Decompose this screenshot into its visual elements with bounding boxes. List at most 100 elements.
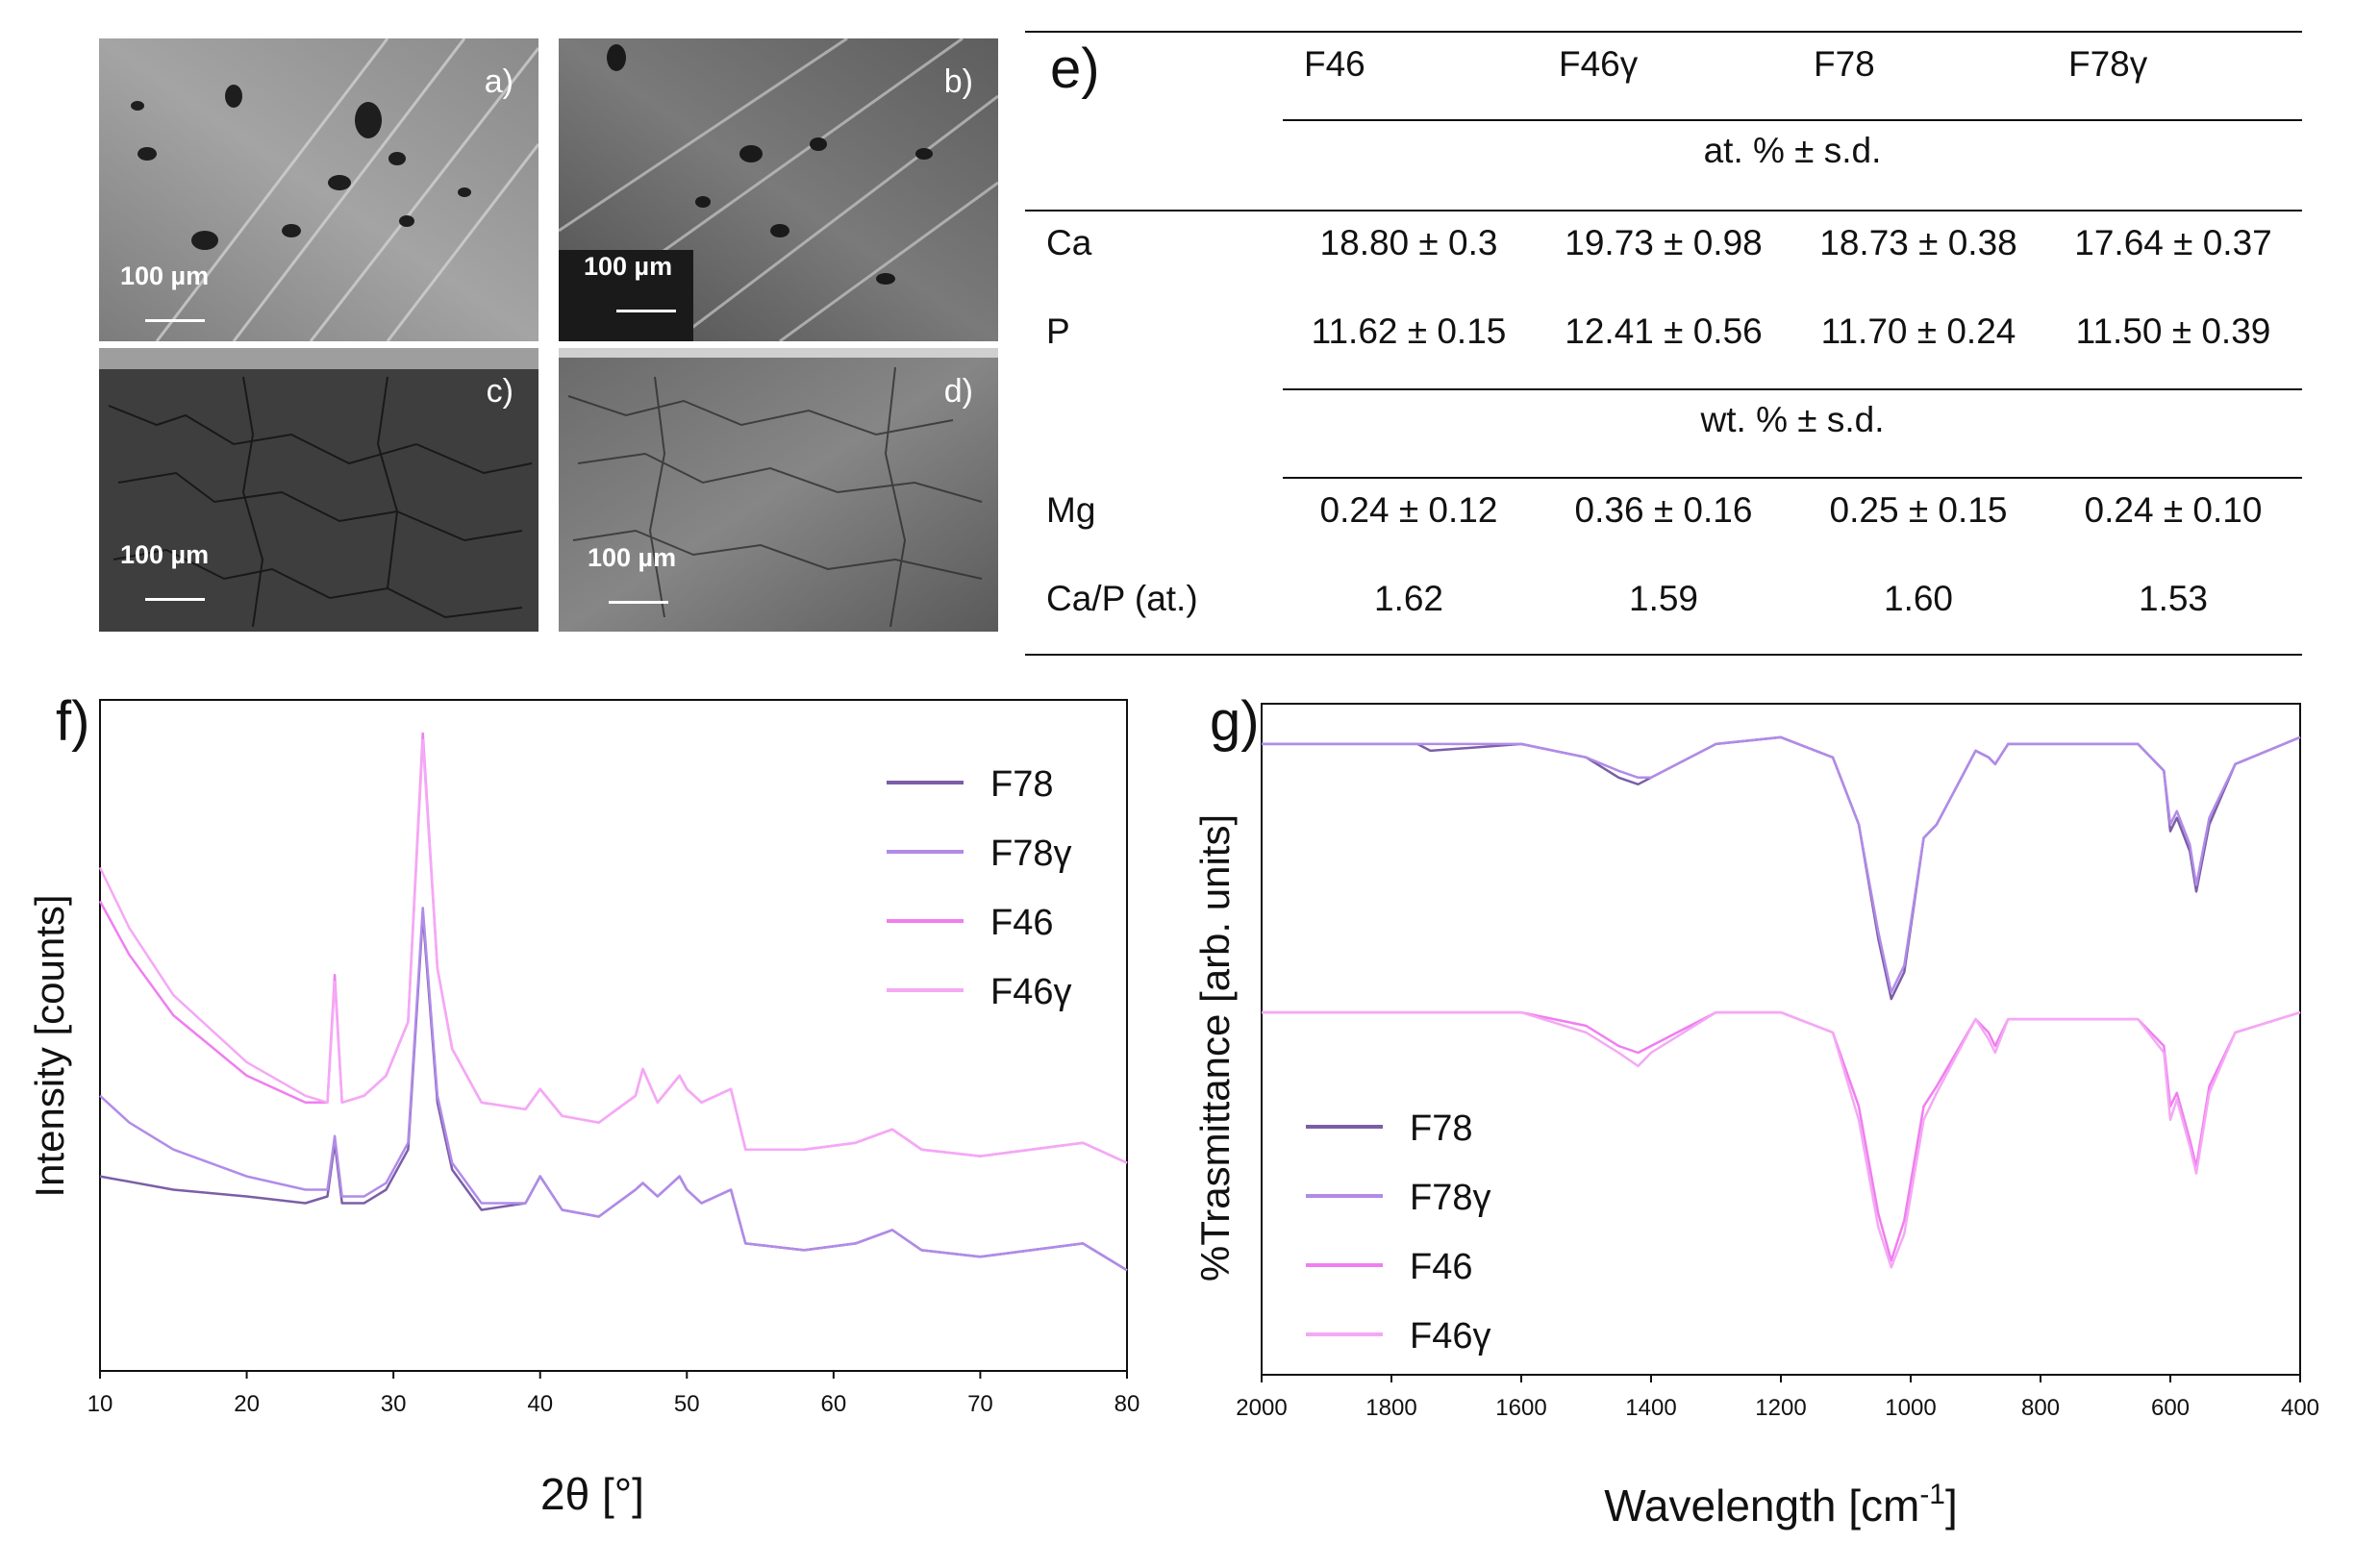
panel-label-e: e) bbox=[1050, 37, 1100, 100]
sem-label-b: b) bbox=[943, 63, 973, 100]
sem-texture-d bbox=[559, 348, 998, 632]
table-cell: 12.41 ± 0.56 bbox=[1565, 311, 1763, 351]
ftir-x-axis-label: Wavelength [cm-1] bbox=[1604, 1479, 1958, 1531]
scale-bar-a bbox=[145, 319, 205, 322]
ftir-x-axis-label-end: ] bbox=[1945, 1481, 1958, 1531]
table-col-header: F78γ bbox=[2068, 44, 2148, 84]
table-cell: 0.36 ± 0.16 bbox=[1574, 490, 1753, 530]
table-rule bbox=[1025, 210, 2302, 212]
legend-label: F46γ bbox=[990, 972, 1071, 1012]
xrd-y-axis-label: Intensity [counts] bbox=[27, 894, 72, 1197]
sem-texture-a bbox=[99, 38, 538, 341]
legend-label: F46γ bbox=[1410, 1316, 1490, 1356]
x-tick-label: 1200 bbox=[1755, 1395, 1806, 1421]
scale-bar-b bbox=[616, 310, 676, 312]
sem-image-d: d) 100 µm bbox=[559, 348, 998, 632]
xrd-x-axis-label: 2θ [°] bbox=[540, 1469, 644, 1519]
table-cell: 1.53 bbox=[2138, 579, 2209, 618]
series-line-1 bbox=[99, 913, 1128, 1272]
table-cell: 0.25 ± 0.15 bbox=[1829, 490, 2008, 530]
ftir-legend: F78 F78γ F46 F46γ bbox=[1306, 1108, 1490, 1356]
series-line-4 bbox=[1262, 1010, 2301, 1269]
legend-label: F46 bbox=[990, 903, 1053, 943]
legend-label: F78 bbox=[1410, 1108, 1472, 1149]
x-tick-label: 1000 bbox=[1885, 1395, 1936, 1421]
series-line-4 bbox=[98, 738, 1128, 1164]
table-cell: 17.64 ± 0.37 bbox=[2074, 223, 2272, 262]
x-tick-label: 30 bbox=[381, 1391, 407, 1417]
table-cell: 18.73 ± 0.38 bbox=[1819, 223, 2017, 262]
legend-label: F46 bbox=[1410, 1247, 1472, 1287]
scale-bar-label-a: 100 µm bbox=[120, 261, 210, 290]
table-cell: 0.24 ± 0.10 bbox=[2084, 490, 2263, 530]
xrd-legend: F78 F78γ F46 F46γ bbox=[887, 764, 1071, 1012]
x-tick-label: 20 bbox=[234, 1391, 260, 1417]
legend-label: F78γ bbox=[990, 834, 1071, 874]
table-rule bbox=[1283, 477, 2302, 479]
table-cell: 1.62 bbox=[1373, 579, 1444, 618]
ftir-chart: g) 2000 1800 1600 1400 1200 1000 800 600 400 F78… bbox=[1192, 690, 2319, 1531]
x-tick-label: 50 bbox=[674, 1391, 700, 1417]
table-cell: 11.62 ± 0.15 bbox=[1311, 311, 1507, 351]
legend-label: F78γ bbox=[1410, 1178, 1490, 1218]
table-cell: 11.70 ± 0.24 bbox=[1820, 311, 2016, 351]
table-cell: 19.73 ± 0.98 bbox=[1565, 223, 1763, 262]
sem-image-a: a) 100 µm bbox=[99, 38, 538, 341]
xrd-chart: f) 10 20 30 40 50 60 70 80 F78 F78γ F46 F46γ In… bbox=[27, 690, 1140, 1519]
scale-bar-d bbox=[609, 601, 668, 604]
table-cell: 0.24 ± 0.12 bbox=[1319, 490, 1498, 530]
series-line-3 bbox=[1262, 1010, 2301, 1262]
row-label: Mg bbox=[1046, 490, 1096, 530]
x-tick-label: 40 bbox=[527, 1391, 553, 1417]
ftir-x-axis-label-main: Wavelength [cm bbox=[1604, 1481, 1919, 1531]
table-rule bbox=[1283, 388, 2302, 390]
sem-texture-c bbox=[99, 348, 538, 632]
sem-label-a: a) bbox=[484, 63, 513, 100]
table-cell: 1.59 bbox=[1628, 579, 1699, 618]
sem-texture-b bbox=[559, 38, 998, 341]
table-cell: 1.60 bbox=[1883, 579, 1954, 618]
xrd-plot-frame bbox=[99, 699, 1128, 1372]
table-bottom-rule bbox=[1025, 654, 2302, 656]
x-tick-label: 70 bbox=[967, 1391, 993, 1417]
series-line-2 bbox=[1262, 735, 2301, 994]
sem-label-d: d) bbox=[943, 373, 973, 410]
x-tick-label: 400 bbox=[2281, 1395, 2319, 1421]
section-header-at: at. % ± s.d. bbox=[1703, 131, 1882, 170]
scale-bar-label-c: 100 µm bbox=[120, 540, 210, 569]
series-line-1 bbox=[1262, 735, 2301, 1001]
x-tick-label: 600 bbox=[2151, 1395, 2190, 1421]
table-col-header: F78 bbox=[1814, 44, 1875, 84]
table-top-rule bbox=[1025, 31, 2302, 33]
series-line-2 bbox=[99, 907, 1128, 1272]
x-tick-label: 1400 bbox=[1625, 1395, 1676, 1421]
legend-label: F78 bbox=[990, 764, 1053, 805]
sem-image-b: b) 100 µm bbox=[559, 38, 998, 341]
table-cell: 18.80 ± 0.3 bbox=[1319, 223, 1498, 262]
scale-bar-c bbox=[145, 598, 205, 601]
x-tick-label: 60 bbox=[821, 1391, 847, 1417]
x-tick-label: 10 bbox=[88, 1391, 113, 1417]
sem-image-c: c) 100 µm bbox=[99, 348, 538, 632]
section-header-wt: wt. % ± s.d. bbox=[1700, 400, 1885, 439]
row-label: P bbox=[1046, 311, 1070, 351]
scale-bar-label-d: 100 µm bbox=[588, 543, 677, 572]
row-label: Ca bbox=[1046, 223, 1092, 262]
panel-label-f: f) bbox=[56, 690, 89, 753]
x-tick-label: 1800 bbox=[1365, 1395, 1416, 1421]
table-col-header: F46 bbox=[1304, 44, 1365, 84]
table-cell: 11.50 ± 0.39 bbox=[2075, 311, 2271, 351]
ftir-y-axis-label: %Trasmittance [arb. units] bbox=[1192, 814, 1238, 1282]
x-tick-label: 2000 bbox=[1236, 1395, 1287, 1421]
x-tick-label: 80 bbox=[1114, 1391, 1140, 1417]
table-col-header: F46γ bbox=[1559, 44, 1639, 84]
x-tick-label: 1600 bbox=[1495, 1395, 1546, 1421]
composition-table: e) F46 F46γ F78 F78γ at. % ± s.d. Ca 18.… bbox=[1025, 31, 2302, 656]
row-label: Ca/P (at.) bbox=[1046, 579, 1198, 618]
ftir-x-axis-label-sup: -1 bbox=[1919, 1479, 1945, 1510]
sem-label-c: c) bbox=[486, 373, 513, 410]
series-line-3 bbox=[98, 732, 1128, 1164]
x-tick-label: 800 bbox=[2021, 1395, 2060, 1421]
panel-label-g: g) bbox=[1210, 690, 1260, 753]
scale-bar-label-b: 100 µm bbox=[584, 252, 673, 281]
